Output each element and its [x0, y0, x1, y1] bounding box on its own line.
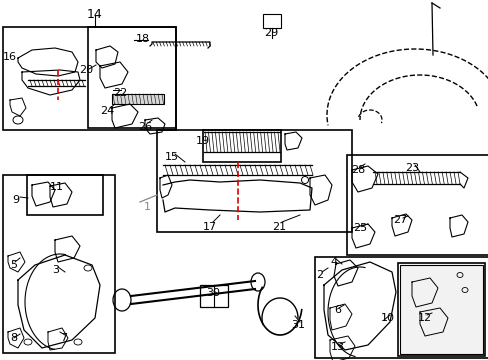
Text: 17: 17: [203, 222, 217, 232]
Text: 11: 11: [50, 182, 64, 192]
Text: 3: 3: [52, 265, 60, 275]
Bar: [3, 27, 176, 130]
Text: 27: 27: [392, 215, 407, 225]
Bar: [112, 94, 163, 104]
Bar: [88, 27, 176, 128]
Text: 2: 2: [316, 270, 323, 280]
Text: 25: 25: [352, 223, 366, 233]
Text: 16: 16: [3, 52, 17, 62]
Text: 26: 26: [138, 122, 152, 132]
Bar: [203, 130, 281, 162]
Text: 8: 8: [10, 333, 18, 343]
Text: 7: 7: [61, 333, 67, 343]
Text: 4: 4: [330, 257, 337, 267]
Text: 19: 19: [196, 136, 210, 146]
Bar: [263, 14, 281, 28]
Text: 1: 1: [143, 202, 150, 212]
Text: 30: 30: [205, 288, 220, 298]
Text: 18: 18: [136, 34, 150, 44]
Text: 20: 20: [79, 65, 93, 75]
Bar: [157, 130, 351, 232]
Text: 21: 21: [271, 222, 285, 232]
Bar: [200, 285, 227, 307]
Bar: [27, 175, 103, 215]
Text: 6: 6: [334, 305, 341, 315]
Bar: [397, 263, 484, 356]
Text: 29: 29: [264, 28, 278, 38]
Text: 31: 31: [290, 320, 305, 330]
Bar: [346, 155, 488, 255]
Text: 28: 28: [350, 165, 365, 175]
Text: 15: 15: [164, 152, 179, 162]
Text: 10: 10: [380, 313, 394, 323]
Bar: [399, 265, 482, 354]
Text: 24: 24: [100, 106, 114, 116]
Text: 23: 23: [404, 163, 418, 173]
Text: 14: 14: [87, 8, 102, 21]
Text: 9: 9: [12, 195, 20, 205]
Text: 22: 22: [113, 88, 127, 98]
Bar: [314, 257, 488, 358]
Text: 13: 13: [330, 342, 345, 352]
Text: 5: 5: [10, 260, 18, 270]
Text: 12: 12: [417, 313, 431, 323]
Bar: [3, 175, 115, 353]
